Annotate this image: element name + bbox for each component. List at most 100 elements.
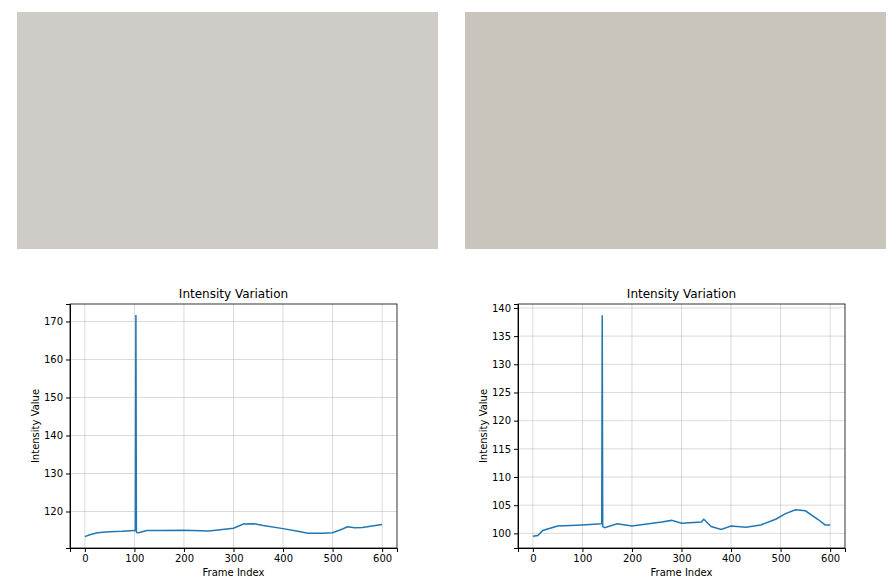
- tick-label: 100: [125, 553, 144, 564]
- grid-line: [518, 364, 845, 365]
- tick-label: 125: [492, 387, 511, 398]
- tick-label: 130: [492, 359, 511, 370]
- tick-mark: [333, 548, 334, 552]
- grid-line: [681, 304, 682, 548]
- tick-mark: [134, 548, 135, 552]
- photo-placeholder: [465, 12, 886, 249]
- grid-line: [518, 505, 845, 506]
- tick-mark: [283, 548, 284, 552]
- tick-label: 500: [324, 553, 343, 564]
- tick-mark: [514, 336, 518, 337]
- tick-mark: [514, 364, 518, 365]
- y-label: Intensity Value: [478, 389, 489, 463]
- x-axis: 0100200300400500600: [519, 548, 846, 564]
- tick-label: 115: [492, 444, 511, 455]
- y-label: Intensity Value: [30, 389, 41, 463]
- tick-mark: [682, 548, 683, 552]
- tick-label: 130: [44, 468, 63, 479]
- tick: 120: [492, 415, 518, 426]
- tick-mark: [514, 533, 518, 534]
- tick-mark: [533, 548, 534, 552]
- tick-label: 120: [492, 415, 511, 426]
- tick-label: 300: [672, 553, 691, 564]
- grid-line: [70, 359, 397, 360]
- x-label: Frame Index: [203, 567, 265, 578]
- photo-placeholder: [17, 12, 438, 249]
- axis-line: [519, 549, 846, 553]
- title: Intensity Variation: [179, 287, 288, 301]
- tick-label: 100: [573, 553, 592, 564]
- y-axis: 120 130 140 150 160 170: [44, 305, 71, 549]
- grid: [70, 304, 397, 548]
- figure: 0 100 200 300 400 500 600 120 130 140 150 160 170 Int…: [0, 0, 896, 586]
- tick: 400: [274, 548, 293, 564]
- tick-label: 150: [44, 392, 63, 403]
- tick-mark: [234, 548, 235, 552]
- tick-label: 170: [44, 316, 63, 327]
- tick: 300: [224, 548, 243, 564]
- tick-mark: [514, 505, 518, 506]
- tick-mark: [514, 421, 518, 422]
- tick: 400: [722, 548, 741, 564]
- grid-line: [518, 420, 845, 421]
- tick: 120: [44, 506, 70, 517]
- tick-label: 100: [492, 528, 511, 539]
- y-axis: 100 105 110 115 120 125 130 135 140: [492, 303, 519, 549]
- tick-label: 120: [44, 506, 63, 517]
- tick-mark: [184, 548, 185, 552]
- tick-mark: [731, 548, 732, 552]
- tick: 105: [492, 500, 518, 511]
- tick-mark: [632, 548, 633, 552]
- tick-label: 400: [274, 553, 293, 564]
- grid-line: [70, 397, 397, 398]
- plot-area: [533, 315, 830, 536]
- tick: 125: [492, 387, 518, 398]
- grid-line: [582, 304, 583, 548]
- tick: 160: [44, 354, 70, 365]
- tick-label: 160: [44, 354, 63, 365]
- tick: 200: [175, 548, 194, 564]
- plot-frame: [70, 304, 397, 548]
- grid: [518, 304, 845, 548]
- tick-label: 140: [492, 303, 511, 314]
- grid-line: [70, 473, 397, 474]
- grid-line: [70, 435, 397, 436]
- tick-mark: [66, 474, 70, 475]
- tick-mark: [66, 397, 70, 398]
- grid-line: [518, 533, 845, 534]
- tick: 140: [492, 303, 518, 314]
- tick-label: 135: [492, 331, 511, 342]
- tick: 600: [821, 548, 840, 564]
- tick-label: 0: [530, 553, 536, 564]
- grid-line: [518, 336, 845, 337]
- title: Intensity Variation: [627, 287, 736, 301]
- tick-mark: [66, 321, 70, 322]
- tick-label: 110: [492, 472, 511, 483]
- tick-label: 400: [722, 553, 741, 564]
- tick-mark: [382, 548, 383, 552]
- tick-label: 600: [373, 553, 392, 564]
- plot-frame: [518, 304, 845, 548]
- tick: 110: [492, 472, 518, 483]
- tick-mark: [66, 359, 70, 360]
- axis-line: [71, 549, 398, 553]
- grid-line: [518, 392, 845, 393]
- tick: 600: [373, 548, 392, 564]
- tick-label: 200: [175, 553, 194, 564]
- tick-label: 500: [772, 553, 791, 564]
- line: [85, 315, 382, 537]
- tick: 500: [772, 548, 791, 564]
- tick-mark: [582, 548, 583, 552]
- tick-label: 300: [224, 553, 243, 564]
- tick-label: 600: [821, 553, 840, 564]
- plot-area: [85, 315, 382, 537]
- grid-line: [830, 304, 831, 548]
- tick-label: 140: [44, 430, 63, 441]
- grid-line: [518, 476, 845, 477]
- tick: 130: [44, 468, 70, 479]
- tick-mark: [85, 548, 86, 552]
- tick-label: 0: [82, 553, 88, 564]
- grid-line: [731, 304, 732, 548]
- tick: 500: [324, 548, 343, 564]
- tick-mark: [66, 512, 70, 513]
